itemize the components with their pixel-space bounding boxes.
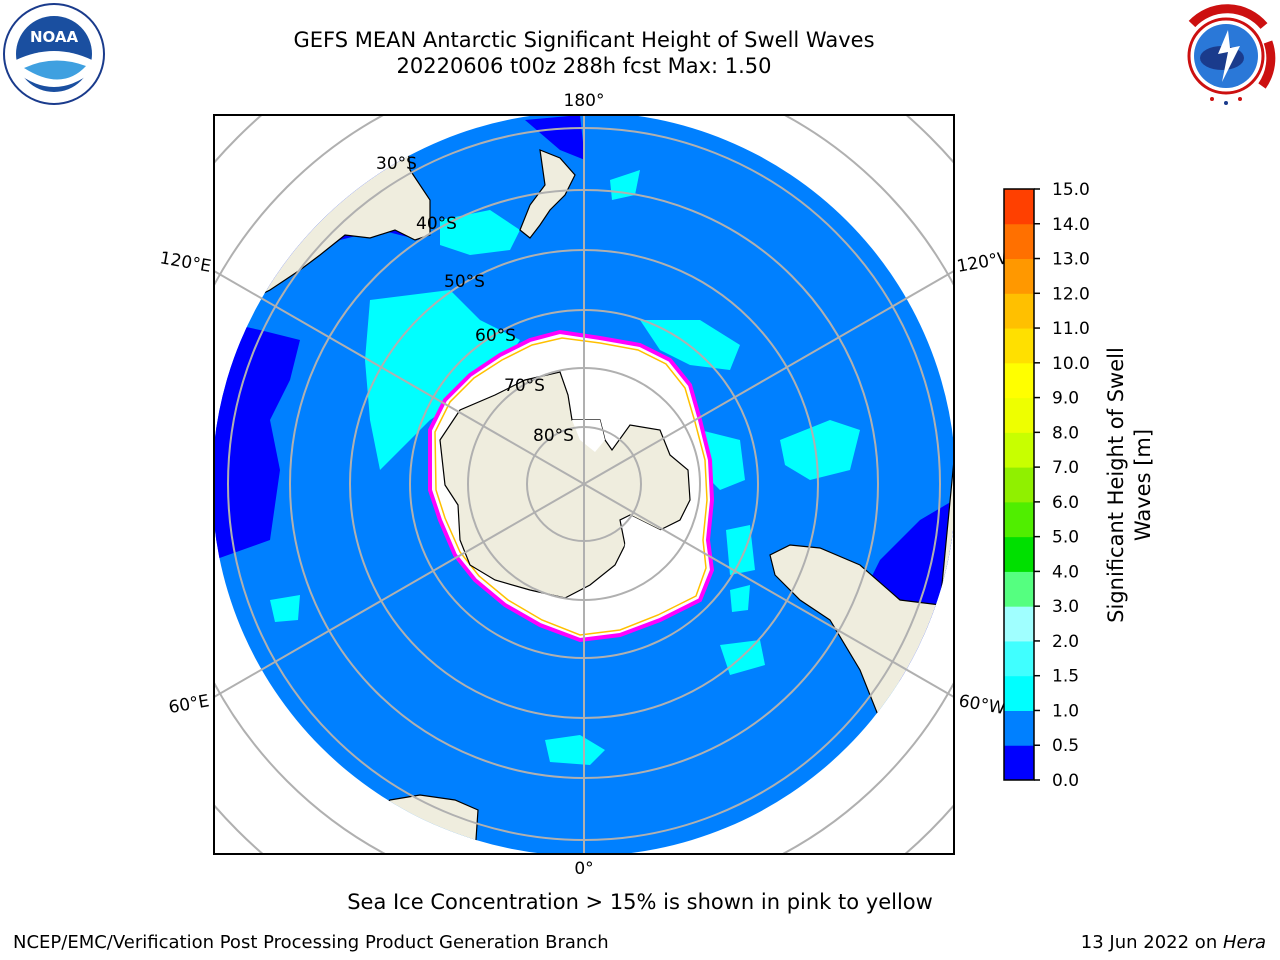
colorbar-frame bbox=[1003, 188, 1035, 781]
colorbar-tick-label: 10.0 bbox=[1052, 354, 1090, 374]
date-text: 13 Jun 2022 on bbox=[1080, 932, 1223, 953]
sea-ice-edge-inner bbox=[434, 337, 708, 636]
colorbar-tick-label: 3.0 bbox=[1052, 597, 1079, 617]
lat-label-70s: 70°S bbox=[504, 376, 545, 396]
lon-label-0: 0° bbox=[574, 859, 593, 879]
lon-label-180: 180° bbox=[564, 91, 605, 111]
colorbar-tick-label: 4.0 bbox=[1052, 562, 1079, 582]
colorbar-segment bbox=[1004, 675, 1034, 711]
colorbar-segment bbox=[1004, 223, 1034, 260]
colorbar bbox=[1004, 189, 1034, 781]
colorbar-tick-label: 14.0 bbox=[1052, 215, 1090, 235]
swell-low-west bbox=[214, 320, 300, 560]
colorbar-tick-label: 7.0 bbox=[1052, 458, 1079, 478]
colorbar-segment bbox=[1004, 328, 1034, 364]
antarctica bbox=[439, 371, 691, 599]
lon-label-60w: 60°W bbox=[957, 691, 1007, 719]
lat-label-30s: 30°S bbox=[376, 154, 417, 174]
colorbar-segment bbox=[1004, 606, 1034, 642]
colorbar-segment bbox=[1004, 467, 1034, 503]
noaa-logo-text: NOAA bbox=[30, 28, 79, 46]
colorbar-label-line1: Significant Height of Swell bbox=[1104, 347, 1128, 623]
colorbar-ticks: 0.0 0.5 1.0 1.5 2.0 3.0 4.0 5.0 6.0 7.0 8.0 9.0 10.0… bbox=[1034, 180, 1090, 791]
chart-subtitle: 20220606 t00z 288h fcst Max: 1.50 bbox=[396, 54, 772, 78]
chart-title: GEFS MEAN Antarctic Significant Height o… bbox=[293, 28, 875, 52]
colorbar-segment bbox=[1004, 710, 1034, 746]
colorbar-segment bbox=[1004, 362, 1034, 399]
lat-label-40s: 40°S bbox=[416, 214, 457, 234]
colorbar-tick-label: 12.0 bbox=[1052, 284, 1090, 304]
sea-ice-note: Sea Ice Concentration > 15% is shown in … bbox=[347, 890, 933, 914]
colorbar-tick-label: 0.5 bbox=[1052, 736, 1079, 756]
colorbar-tick-label: 6.0 bbox=[1052, 493, 1079, 513]
swell-low-nz bbox=[525, 115, 585, 160]
colorbar-segment bbox=[1004, 293, 1034, 329]
colorbar-label-line2: Waves [m] bbox=[1131, 429, 1155, 541]
colorbar-segment bbox=[1004, 571, 1034, 607]
lon-label-60e: 60°E bbox=[167, 691, 211, 718]
colorbar-segment bbox=[1004, 258, 1034, 294]
host-name: Hera bbox=[1222, 932, 1266, 953]
colorbar-tick-label: 1.5 bbox=[1052, 667, 1079, 687]
colorbar-tick-label: 9.0 bbox=[1052, 389, 1079, 409]
colorbar-tick-label: 11.0 bbox=[1052, 319, 1090, 339]
colorbar-tick-label: 5.0 bbox=[1052, 528, 1079, 548]
colorbar-segment bbox=[1004, 501, 1034, 538]
colorbar-tick-label: 2.0 bbox=[1052, 632, 1079, 652]
lat-label-80s: 80°S bbox=[533, 426, 574, 446]
lat-label-50s: 50°S bbox=[444, 272, 485, 292]
colorbar-segment bbox=[1004, 397, 1034, 433]
lon-label-120e: 120°E bbox=[158, 248, 212, 277]
colorbar-tick-label: 8.0 bbox=[1052, 423, 1079, 443]
colorbar-segment bbox=[1004, 640, 1034, 677]
colorbar-segment bbox=[1004, 432, 1034, 468]
noaa-logo: NOAA bbox=[3, 3, 105, 105]
map-frame bbox=[213, 114, 955, 855]
colorbar-segment bbox=[1004, 189, 1034, 225]
credit-text: NCEP/EMC/Verification Post Processing Pr… bbox=[13, 932, 609, 953]
date-stamp: 13 Jun 2022 on Hera bbox=[1081, 932, 1266, 953]
colorbar-tick-label: 0.0 bbox=[1052, 771, 1079, 791]
colorbar-segment bbox=[1004, 745, 1034, 781]
colorbar-tick-label: 13.0 bbox=[1052, 250, 1090, 270]
nws-logo bbox=[1174, 4, 1278, 108]
meridian-lines bbox=[214, 115, 954, 854]
colorbar-tick-label: 1.0 bbox=[1052, 701, 1079, 721]
colorbar-segment bbox=[1004, 536, 1034, 572]
lat-label-60s: 60°S bbox=[475, 326, 516, 346]
colorbar-tick-label: 15.0 bbox=[1052, 180, 1090, 200]
